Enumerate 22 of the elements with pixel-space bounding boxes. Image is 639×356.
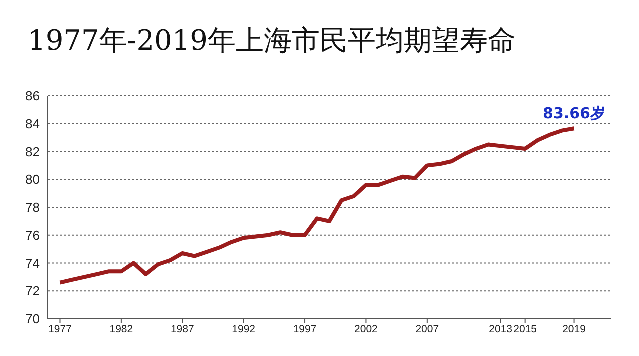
x-tick-label: 1992 xyxy=(232,323,256,336)
y-tick-label: 70 xyxy=(26,312,40,327)
x-tick-label: 2015 xyxy=(514,323,538,336)
x-tick-label: 2013 xyxy=(489,323,513,336)
x-tick-label: 1987 xyxy=(170,323,194,336)
x-tick-label: 2002 xyxy=(354,323,378,336)
y-tick-label: 78 xyxy=(26,200,40,216)
x-tick-label: 1997 xyxy=(293,323,317,336)
y-tick-label: 76 xyxy=(26,228,40,243)
x-tick-label: 1982 xyxy=(110,323,134,336)
annotation: 83.66岁 xyxy=(543,104,606,123)
line-series xyxy=(58,126,576,285)
y-tick-label: 82 xyxy=(26,144,40,160)
y-tick-label: 80 xyxy=(26,172,40,188)
x-tick-label: 1977 xyxy=(48,323,72,336)
x-tick-label: 2007 xyxy=(416,323,440,336)
chart-title: 1977年-2019年上海市民平均期望寿命 xyxy=(27,23,517,59)
y-tick-label: 84 xyxy=(26,116,40,132)
y-tick-label: 74 xyxy=(26,256,40,271)
y-tick-label: 86 xyxy=(26,88,40,104)
y-tick-label: 72 xyxy=(26,284,40,299)
x-tick-label: 2019 xyxy=(562,323,586,336)
